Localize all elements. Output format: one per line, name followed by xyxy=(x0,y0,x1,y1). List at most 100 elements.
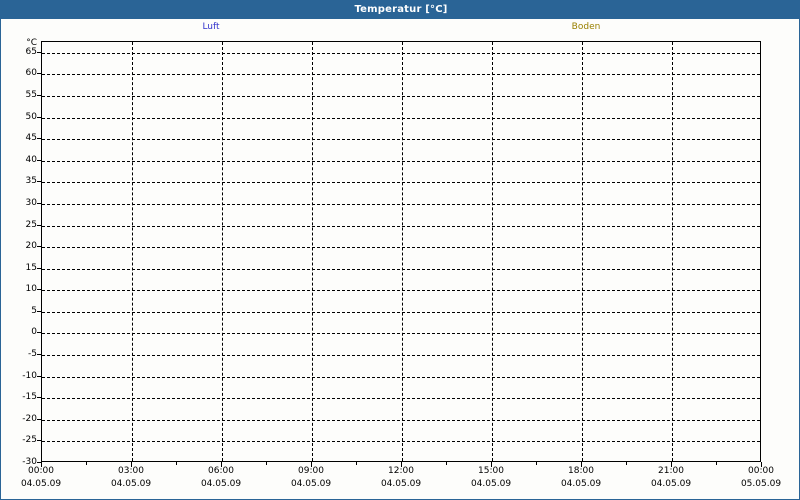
y-axis-tick-labels: 65 60 55 50 45 40 35 30 25 20 15 10 5 0 -5 -10 -15 -20 -25… xyxy=(1,41,37,467)
x-tick-mark xyxy=(221,462,222,467)
y-axis-unit-label: °C xyxy=(26,38,37,48)
x-tick-mark xyxy=(311,462,312,467)
x-tick-date: 04.05.09 xyxy=(560,479,602,489)
x-tick-mark xyxy=(491,462,492,467)
y-tick-mark xyxy=(37,418,41,420)
x-tick-date: 04.05.09 xyxy=(110,479,152,489)
gridline-horizontal xyxy=(42,441,760,443)
x-tick-mark xyxy=(401,462,402,467)
y-tick-label: 25 xyxy=(25,219,37,230)
y-tick-label: 20 xyxy=(25,241,37,252)
x-tick-time: 21:00 xyxy=(658,466,684,476)
y-tick-label: 60 xyxy=(25,68,37,79)
y-tick-label: 55 xyxy=(25,89,37,100)
legend-item-luft: Luft xyxy=(202,22,220,32)
gridline-horizontal xyxy=(42,376,760,378)
x-tick-label: 00:00 04.05.09 xyxy=(21,465,61,491)
y-tick-mark xyxy=(37,138,41,140)
x-tick-mark xyxy=(41,462,42,467)
gridline-horizontal xyxy=(42,333,760,335)
gridline-horizontal xyxy=(42,95,760,97)
y-tick-mark xyxy=(37,267,41,269)
y-tick-label: -30 xyxy=(22,457,37,467)
y-tick-label: 10 xyxy=(25,284,37,295)
gridline-horizontal xyxy=(42,74,760,76)
plot-area xyxy=(41,41,761,462)
y-tick-mark xyxy=(37,116,41,118)
x-tick-time: 15:00 xyxy=(478,466,504,476)
gridline-horizontal xyxy=(42,419,760,421)
gridline-horizontal xyxy=(42,160,760,162)
y-tick-label: -10 xyxy=(22,370,37,381)
x-tick-time: 00:00 xyxy=(748,466,774,476)
x-tick-label: 09:00 04.05.09 xyxy=(291,465,331,491)
x-tick-label: 12:00 04.05.09 xyxy=(381,465,421,491)
x-tick-time: 03:00 xyxy=(118,466,144,476)
x-tick-label: 00:00 05.05.09 xyxy=(741,465,781,491)
gridline-horizontal xyxy=(42,247,760,249)
gridline-vertical xyxy=(582,42,583,461)
gridline-horizontal xyxy=(42,290,760,292)
gridline-horizontal xyxy=(42,268,760,270)
x-tick-date: 04.05.09 xyxy=(290,479,332,489)
gridline-horizontal xyxy=(42,139,760,141)
x-tick-mark-minor xyxy=(266,462,267,465)
y-tick-label: 30 xyxy=(25,197,37,208)
gridline-vertical xyxy=(492,42,493,461)
x-tick-mark-minor xyxy=(446,462,447,465)
gridline-horizontal xyxy=(42,52,760,54)
x-tick-mark xyxy=(131,462,132,467)
y-tick-mark xyxy=(37,375,41,377)
x-tick-mark-minor xyxy=(626,462,627,465)
x-tick-time: 12:00 xyxy=(388,466,414,476)
x-tick-date: 04.05.09 xyxy=(20,479,62,489)
x-tick-mark-minor xyxy=(716,462,717,465)
x-tick-label: 21:00 04.05.09 xyxy=(651,465,691,491)
x-tick-mark xyxy=(581,462,582,467)
gridline-vertical xyxy=(312,42,313,461)
y-tick-label: -25 xyxy=(22,435,37,446)
y-tick-label: 15 xyxy=(25,262,37,273)
x-tick-label: 03:00 04.05.09 xyxy=(111,465,151,491)
x-axis-tick-labels: 00:00 04.05.09 03:00 04.05.09 06:00 04.05.09 0… xyxy=(21,463,781,497)
y-tick-mark xyxy=(37,246,41,248)
x-tick-label: 15:00 04.05.09 xyxy=(471,465,511,491)
gridline-horizontal xyxy=(42,355,760,357)
x-tick-date: 04.05.09 xyxy=(650,479,692,489)
y-tick-mark xyxy=(37,440,41,442)
y-tick-label: 45 xyxy=(25,133,37,144)
x-tick-mark-minor xyxy=(176,462,177,465)
gridline-horizontal xyxy=(42,225,760,227)
x-tick-time: 09:00 xyxy=(298,466,324,476)
gridline-horizontal xyxy=(42,203,760,205)
page-title: Temperatur [°C] xyxy=(354,4,448,15)
x-tick-label: 06:00 04.05.09 xyxy=(201,465,241,491)
y-tick-mark xyxy=(37,310,41,312)
x-tick-time: 18:00 xyxy=(568,466,594,476)
y-tick-mark xyxy=(37,289,41,291)
window-title-bar: Temperatur [°C] xyxy=(1,0,799,19)
y-tick-label: 35 xyxy=(25,176,37,187)
gridline-horizontal xyxy=(42,311,760,313)
x-tick-label: 18:00 04.05.09 xyxy=(561,465,601,491)
y-tick-mark xyxy=(37,51,41,53)
y-tick-mark xyxy=(37,397,41,399)
chart-legend: Luft Boden xyxy=(1,19,799,40)
x-tick-date: 04.05.09 xyxy=(470,479,512,489)
y-tick-label: -15 xyxy=(22,392,37,403)
gridline-vertical xyxy=(402,42,403,461)
x-axis-tick-marks xyxy=(41,462,762,467)
y-tick-mark xyxy=(37,462,41,463)
x-tick-mark xyxy=(671,462,672,467)
x-tick-time: 00:00 xyxy=(28,466,54,476)
gridline-horizontal xyxy=(42,117,760,119)
gridline-horizontal xyxy=(42,398,760,400)
x-tick-mark-minor xyxy=(86,462,87,465)
gridline-horizontal xyxy=(42,182,760,184)
y-axis-tick-marks xyxy=(37,41,41,463)
x-tick-time: 06:00 xyxy=(208,466,234,476)
gridline-vertical xyxy=(132,42,133,461)
gridline-vertical xyxy=(672,42,673,461)
x-tick-date: 04.05.09 xyxy=(200,479,242,489)
